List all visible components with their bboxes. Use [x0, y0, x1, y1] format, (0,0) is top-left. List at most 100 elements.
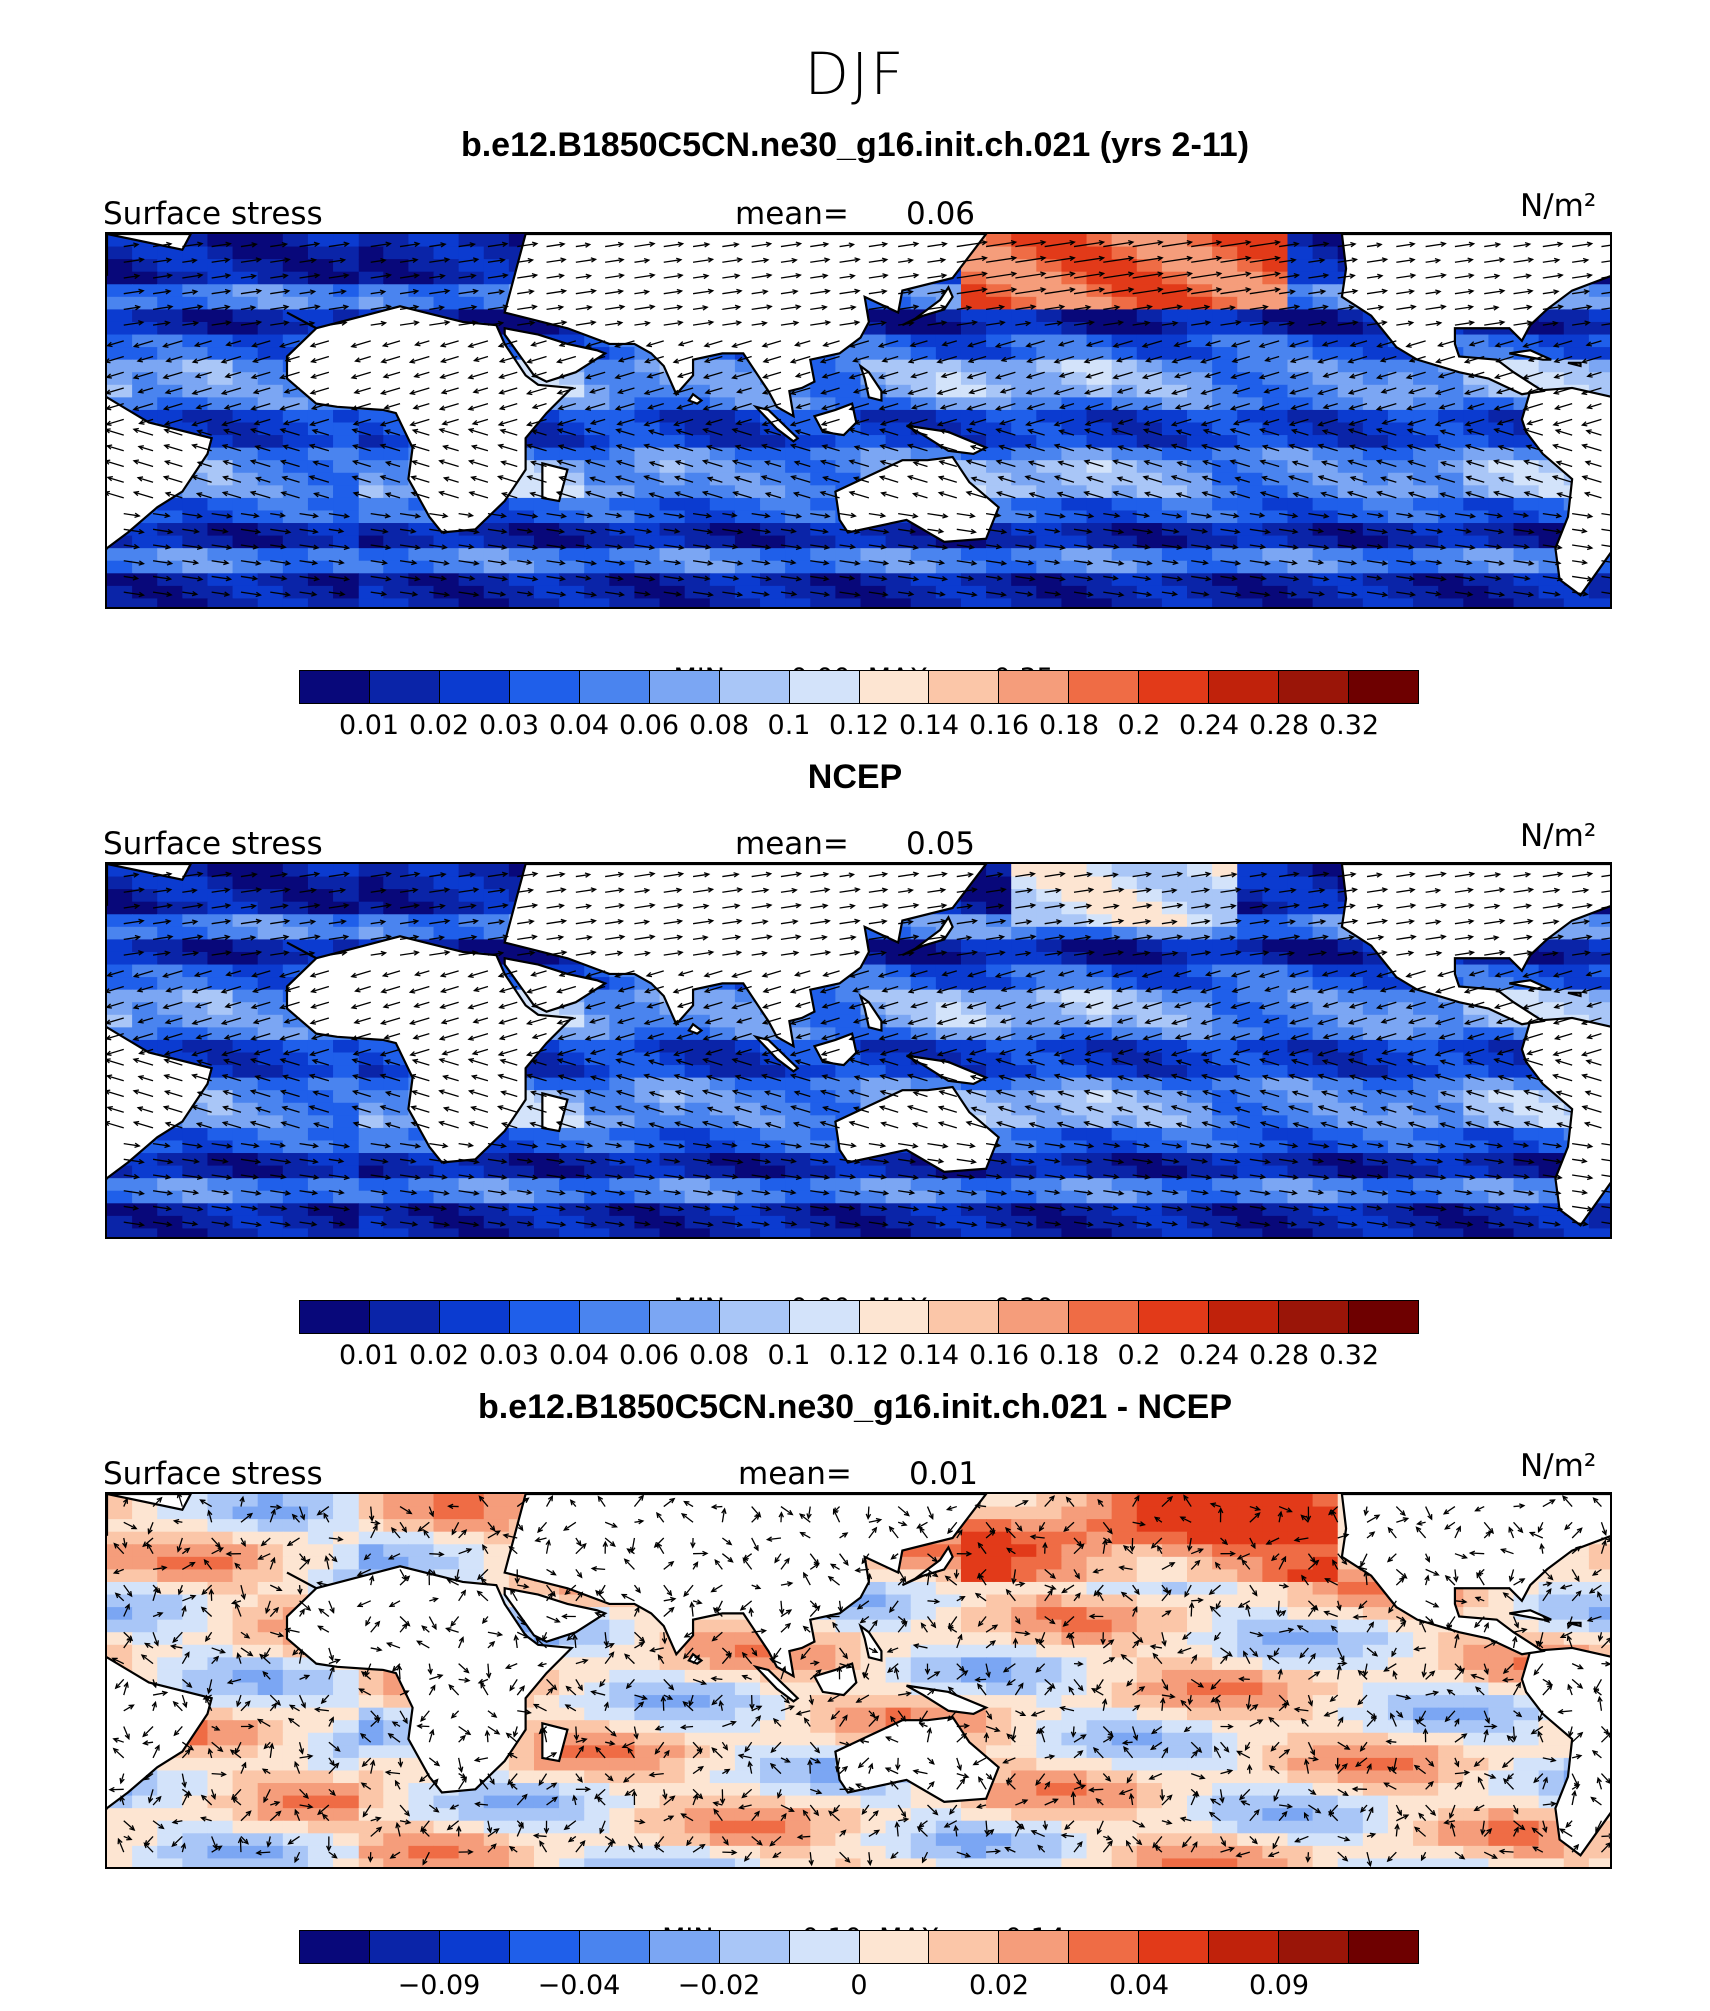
stress-arrow — [1146, 355, 1163, 362]
stress-arrow — [1085, 387, 1104, 394]
stress-arrowhead — [350, 373, 358, 380]
stress-arrowhead — [970, 528, 977, 535]
stress-arrowhead — [1317, 358, 1324, 364]
field-cell — [157, 347, 183, 361]
stress-arrowhead — [1235, 591, 1242, 598]
field-cell — [960, 460, 987, 474]
stress-arrowhead — [251, 242, 258, 248]
field-cell — [107, 372, 133, 386]
stress-arrow — [971, 477, 987, 483]
stress-arrowhead — [197, 576, 204, 582]
stress-arrow — [790, 387, 811, 395]
field-cell — [433, 271, 460, 285]
stress-arrow — [500, 355, 518, 363]
field-cell — [458, 864, 485, 878]
stress-arrow — [1601, 560, 1610, 563]
field-cell — [483, 914, 510, 928]
stress-arrow — [1044, 591, 1060, 596]
stress-arrow — [1025, 475, 1045, 483]
stress-arrowhead — [379, 421, 387, 427]
stress-arrowhead — [1258, 342, 1266, 348]
stress-arrowhead — [1408, 575, 1416, 582]
stress-arrowhead — [249, 459, 257, 465]
stress-arrow — [678, 340, 694, 346]
stress-arrowhead — [531, 272, 539, 279]
stress-arrow — [1337, 321, 1358, 326]
field-cell — [1312, 939, 1339, 953]
field-cell — [835, 384, 862, 398]
stress-arrowhead — [1406, 444, 1414, 450]
stress-arrowhead — [1493, 427, 1500, 434]
stress-arrow — [473, 387, 489, 393]
stress-arrowhead — [281, 242, 289, 248]
field-cell — [1111, 876, 1138, 890]
stress-arrowhead — [225, 241, 232, 248]
stress-arrow — [1440, 430, 1456, 436]
field-cell — [157, 548, 183, 562]
field-cell — [1086, 977, 1113, 991]
field-cell — [1237, 914, 1263, 928]
stress-arrowhead — [525, 389, 533, 396]
field-cell — [1111, 585, 1138, 600]
field-cell — [1262, 510, 1289, 524]
stress-arrow — [399, 591, 417, 596]
stress-arrowhead — [1523, 491, 1530, 497]
stress-arrowhead — [384, 513, 392, 519]
stress-arrow — [1289, 475, 1309, 483]
stress-arrowhead — [881, 241, 889, 248]
field-cell — [257, 460, 284, 474]
field-cell — [533, 573, 560, 587]
field-cell — [257, 510, 284, 524]
stress-arrowhead — [617, 575, 624, 582]
stress-arrowhead — [441, 544, 448, 550]
stress-arrow — [1318, 444, 1338, 452]
stress-arrow — [940, 429, 957, 436]
stress-arrowhead — [1170, 443, 1178, 449]
stress-arrowhead — [250, 273, 258, 280]
stress-arrowhead — [221, 491, 229, 497]
field-cell — [986, 447, 1012, 461]
stress-arrowhead — [789, 358, 797, 364]
field-cell — [910, 977, 937, 991]
stress-arrow — [605, 591, 624, 596]
stress-arrowhead — [795, 304, 802, 310]
stress-arrow — [1554, 387, 1573, 394]
stress-arrow — [1406, 340, 1426, 348]
stress-arrow — [908, 444, 928, 452]
stress-arrowhead — [133, 543, 140, 550]
field-cell — [1262, 384, 1289, 398]
stress-arrow — [399, 512, 420, 518]
field-cell — [785, 472, 811, 486]
stress-arrowhead — [282, 273, 289, 279]
field-cell — [257, 548, 284, 562]
field-cell — [1237, 334, 1263, 348]
field-cell — [107, 585, 133, 600]
stress-arrow — [1318, 355, 1338, 363]
stress-arrowhead — [498, 373, 505, 379]
stress-arrowhead — [1025, 320, 1032, 327]
field-cell — [232, 951, 259, 966]
stress-arrow — [1366, 544, 1382, 548]
stress-arrow — [927, 243, 947, 248]
stress-arrowhead — [280, 543, 287, 550]
field-cell — [282, 435, 309, 449]
field-cell — [684, 535, 711, 549]
stress-arrow — [410, 387, 430, 395]
stress-arrow — [1220, 288, 1251, 295]
stress-arrowhead — [1142, 405, 1149, 411]
field-cell — [1187, 284, 1213, 298]
stress-arrowhead — [1439, 492, 1446, 498]
field-cell — [1337, 939, 1364, 953]
stress-arrowhead — [1497, 444, 1504, 451]
stress-arrow — [966, 491, 987, 499]
stress-arrow — [1542, 560, 1561, 564]
stress-arrow — [1220, 575, 1237, 580]
stress-arrowhead — [707, 320, 715, 326]
stress-arrow — [1015, 544, 1034, 549]
stress-arrow — [280, 428, 300, 436]
field-cell — [1237, 309, 1263, 323]
field-cell — [1136, 435, 1163, 449]
stress-arrowhead — [1118, 560, 1125, 566]
stress-arrowhead — [1201, 491, 1208, 497]
stress-arrow — [1113, 371, 1133, 379]
